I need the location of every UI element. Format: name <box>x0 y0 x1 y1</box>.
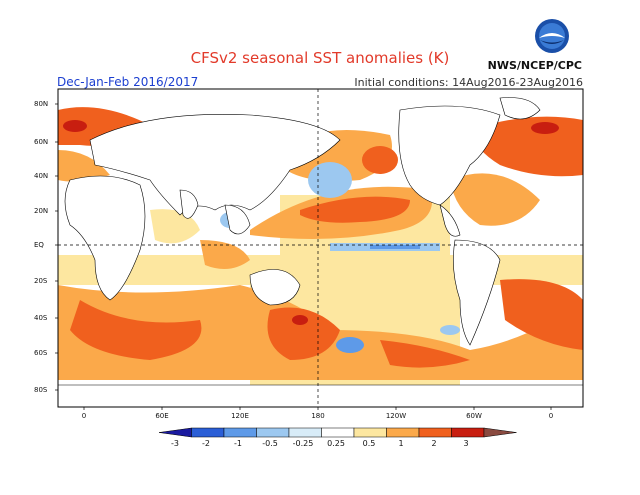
chart-title: CFSv2 seasonal SST anomalies (K) <box>190 49 450 67</box>
x-tick-120e: 120E <box>231 412 249 420</box>
colorbar-label: -1 <box>234 439 242 448</box>
colorbar-segment <box>418 427 452 438</box>
x-tick-60w: 60W <box>466 412 482 420</box>
y-tick-80s: 80S <box>34 386 48 394</box>
map-frame <box>57 88 584 408</box>
x-tick-180: 180 <box>311 412 325 420</box>
noaa-logo <box>535 19 569 53</box>
colorbar-segment <box>353 427 387 438</box>
colorbar-label: 0.5 <box>362 439 376 448</box>
colorbar-segment <box>158 427 192 438</box>
season-label: Dec-Jan-Feb 2016/2017 <box>57 75 199 89</box>
y-tick-80n: 80N <box>34 100 49 108</box>
colorbar-label: -2 <box>202 439 210 448</box>
colorbar-label: -0.5 <box>262 439 278 448</box>
y-tick-20s: 20S <box>34 277 48 285</box>
y-tick-60s: 60S <box>34 349 48 357</box>
colorbar-segment <box>483 427 517 438</box>
colorbar-label: -0.25 <box>292 439 314 448</box>
colorbar-segment <box>256 427 290 438</box>
y-tick-20n: 20N <box>34 207 49 215</box>
agency-label: NWS/NCEP/CPC <box>487 59 582 72</box>
x-tick-0: 0 <box>81 412 87 420</box>
colorbar-label: 3 <box>463 439 469 448</box>
y-tick-40n: 40N <box>34 172 49 180</box>
axis-ticks <box>55 103 552 410</box>
colorbar-segment <box>288 427 322 438</box>
colorbar-segment <box>191 427 225 438</box>
y-tick-60n: 60N <box>34 138 49 146</box>
colorbar-segment <box>223 427 257 438</box>
y-tick-eq: EQ <box>34 241 44 249</box>
continents <box>58 97 583 407</box>
colorbar-segment <box>451 427 485 438</box>
initial-conditions: Initial conditions: 14Aug2016-23Aug2016 <box>354 76 583 89</box>
colorbar-label: 0.25 <box>327 439 345 448</box>
y-tick-40s: 40S <box>34 314 48 322</box>
colorbar <box>158 427 517 438</box>
x-tick-60e: 60E <box>155 412 169 420</box>
x-tick-120w: 120W <box>385 412 407 420</box>
colorbar-label: 1 <box>398 439 404 448</box>
colorbar-label: 2 <box>431 439 437 448</box>
colorbar-segment <box>386 427 420 438</box>
colorbar-label: -3 <box>171 439 179 448</box>
x-tick-0-east: 0 <box>548 412 554 420</box>
colorbar-segment <box>321 427 355 438</box>
